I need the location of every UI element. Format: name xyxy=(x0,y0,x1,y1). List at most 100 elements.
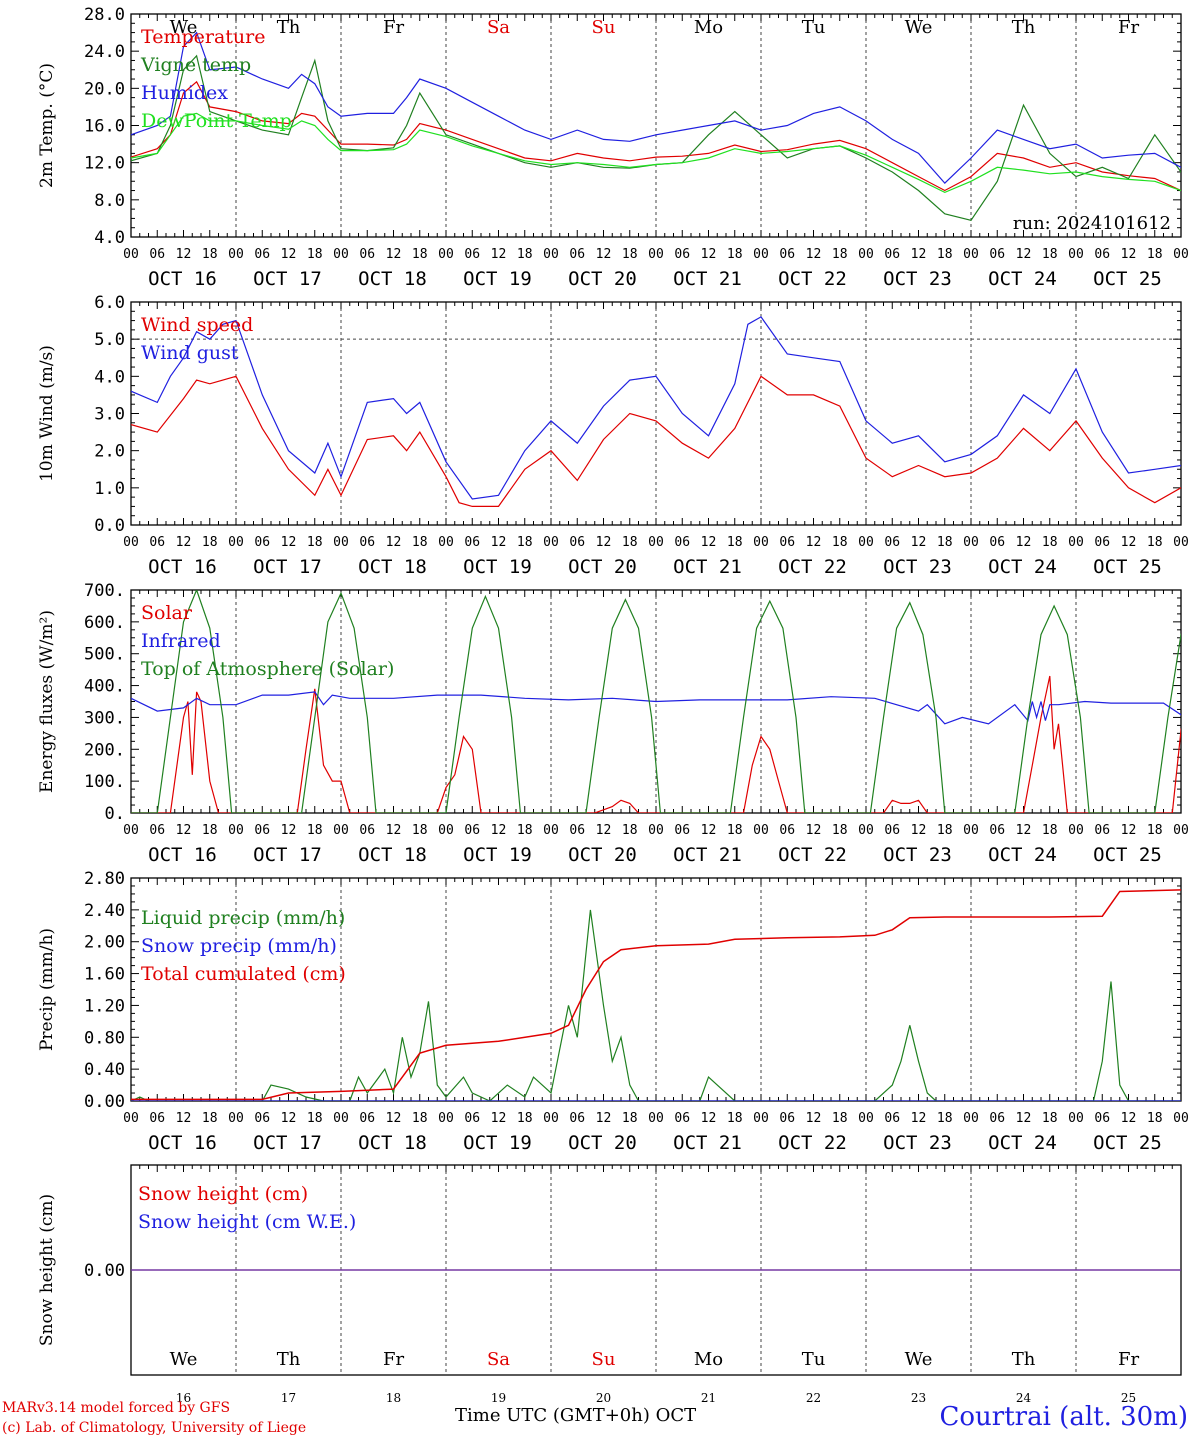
hour-tick-label: 12 xyxy=(386,535,402,550)
hour-tick-label: 00 xyxy=(333,823,349,838)
hour-tick-label: 00 xyxy=(543,535,559,550)
date-label: OCT 23 xyxy=(883,268,952,290)
hour-tick-label: 00 xyxy=(753,823,769,838)
hour-tick-label: 18 xyxy=(727,823,743,838)
date-label: OCT 16 xyxy=(148,1132,217,1154)
panel-4 xyxy=(130,877,1182,1102)
hour-tick-label: 12 xyxy=(596,1111,612,1126)
hour-tick-label: 00 xyxy=(123,1111,139,1126)
hour-tick-label: 18 xyxy=(937,535,953,550)
hour-tick-label: 06 xyxy=(779,247,795,262)
x-axis-label: Time UTC (GMT+0h) xyxy=(455,1405,650,1426)
hour-tick-label: 12 xyxy=(596,535,612,550)
hour-tick-label: 00 xyxy=(753,247,769,262)
hour-tick-label: 06 xyxy=(254,247,270,262)
hour-tick-label: 00 xyxy=(963,535,979,550)
hour-tick-label: 18 xyxy=(622,823,638,838)
hour-tick-label: 06 xyxy=(254,535,270,550)
y-tick-label: 1.0 xyxy=(94,479,125,499)
y-tick-label: 500. xyxy=(84,645,125,665)
y-tick-label: 0. xyxy=(105,804,125,824)
series-line xyxy=(131,675,1181,813)
hour-tick-label: 06 xyxy=(674,823,690,838)
hour-tick-label: 12 xyxy=(911,823,927,838)
day-name: We xyxy=(905,1349,933,1370)
hour-tick-label: 12 xyxy=(806,1111,822,1126)
day-number: 16 xyxy=(176,1391,191,1405)
series-line xyxy=(131,691,1181,725)
hour-tick-label: 06 xyxy=(359,535,375,550)
series-line xyxy=(131,590,1181,813)
y-tick-label: 2.0 xyxy=(94,442,125,462)
hour-tick-label: 06 xyxy=(1094,535,1110,550)
hour-tick-label: 06 xyxy=(779,1111,795,1126)
hour-tick-label: 18 xyxy=(1147,535,1163,550)
hour-tick-label: 00 xyxy=(438,247,454,262)
hour-tick-label: 18 xyxy=(412,823,428,838)
hour-tick-label: 00 xyxy=(753,1111,769,1126)
day-name: We xyxy=(170,17,198,38)
date-label: OCT 22 xyxy=(778,556,847,578)
date-label: OCT 21 xyxy=(673,556,742,578)
hour-tick-label: 00 xyxy=(543,247,559,262)
hour-tick-label: 12 xyxy=(701,823,717,838)
hour-tick-label: 00 xyxy=(543,1111,559,1126)
y-tick-label: 5.0 xyxy=(94,330,125,350)
hour-tick-label: 18 xyxy=(622,247,638,262)
hour-tick-label: 12 xyxy=(806,247,822,262)
hour-tick-label: 06 xyxy=(254,823,270,838)
hour-tick-label: 18 xyxy=(1042,1111,1058,1126)
hour-tick-label: 18 xyxy=(517,823,533,838)
date-label: OCT 24 xyxy=(988,844,1057,866)
y-tick-label: 3.0 xyxy=(94,405,125,425)
hour-tick-label: 18 xyxy=(1147,247,1163,262)
hour-tick-label: 00 xyxy=(438,535,454,550)
date-label: OCT 18 xyxy=(358,1132,427,1154)
hour-tick-label: 06 xyxy=(779,823,795,838)
series-line xyxy=(131,80,1181,192)
hour-tick-label: 12 xyxy=(1121,1111,1137,1126)
hour-tick-label: 06 xyxy=(989,247,1005,262)
hour-tick-label: 06 xyxy=(569,535,585,550)
hour-tick-label: 00 xyxy=(1173,535,1189,550)
date-label: OCT 20 xyxy=(568,1132,637,1154)
y-tick-label: 1.60 xyxy=(84,965,125,985)
hour-tick-label: 06 xyxy=(149,247,165,262)
hour-tick-label: 12 xyxy=(386,1111,402,1126)
hour-tick-label: 18 xyxy=(832,535,848,550)
y-tick-label: 20.0 xyxy=(84,79,125,99)
hour-tick-label: 06 xyxy=(884,1111,900,1126)
hour-tick-label: 06 xyxy=(569,247,585,262)
legend-entry: Top of Atmosphere (Solar) xyxy=(141,658,394,680)
hour-tick-label: 06 xyxy=(464,1111,480,1126)
day-name: Tu xyxy=(802,1349,826,1370)
date-label: OCT 18 xyxy=(358,556,427,578)
day-number: 19 xyxy=(491,1391,506,1405)
hour-tick-label: 00 xyxy=(228,823,244,838)
y-axis-title: Snow height (cm) xyxy=(37,1194,57,1346)
hour-tick-label: 18 xyxy=(727,535,743,550)
y-tick-label: 4.0 xyxy=(94,367,125,387)
day-name: Th xyxy=(277,17,301,38)
y-tick-label: 100. xyxy=(84,772,125,792)
day-name: Th xyxy=(1012,17,1036,38)
hour-tick-label: 12 xyxy=(911,535,927,550)
hour-tick-label: 00 xyxy=(1068,535,1084,550)
lab-credit: (c) Lab. of Climatology, University of L… xyxy=(2,1420,307,1436)
hour-tick-label: 12 xyxy=(1121,247,1137,262)
hour-tick-label: 12 xyxy=(281,535,297,550)
hour-tick-label: 12 xyxy=(281,1111,297,1126)
hour-tick-label: 06 xyxy=(674,535,690,550)
station-name: Courtrai (alt. 30m) xyxy=(939,1402,1189,1432)
hour-tick-label: 12 xyxy=(176,1111,192,1126)
hour-tick-label: 06 xyxy=(359,247,375,262)
date-label: OCT 23 xyxy=(883,1132,952,1154)
y-tick-label: 0.80 xyxy=(84,1028,125,1048)
hour-tick-label: 18 xyxy=(622,535,638,550)
day-name: We xyxy=(905,17,933,38)
hour-tick-label: 18 xyxy=(1042,535,1058,550)
legend-entry: Infrared xyxy=(141,630,221,652)
y-tick-label: 12.0 xyxy=(84,154,125,174)
series-line xyxy=(131,112,1181,194)
